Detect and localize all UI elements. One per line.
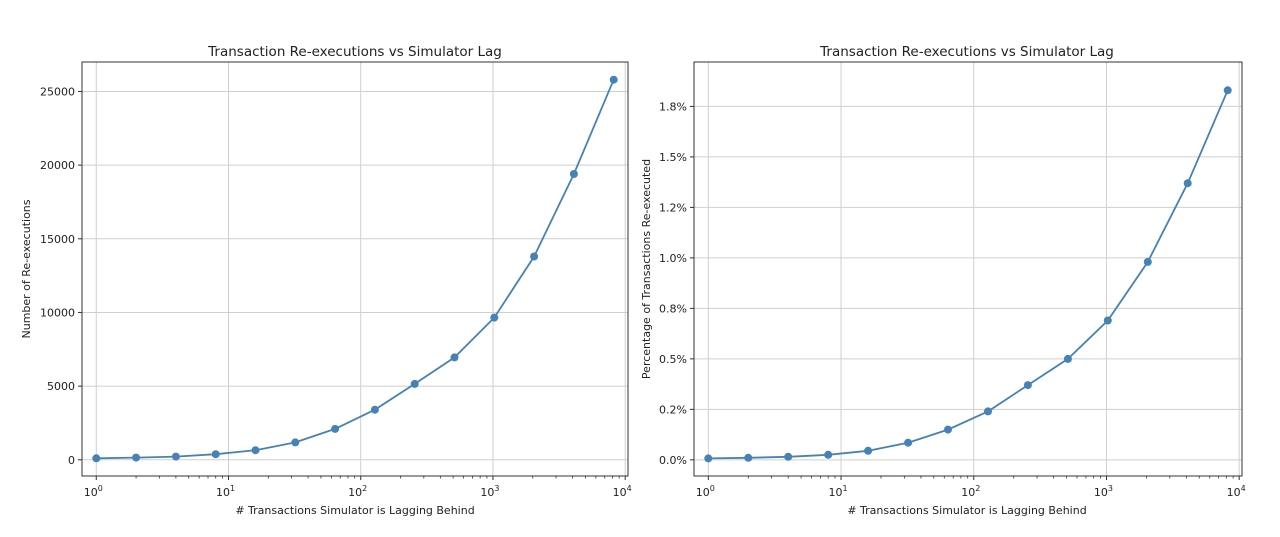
data-point [132,453,141,462]
x-tick-label-exponent: 4 [627,484,632,493]
x-tick-label-base: 10 [480,486,494,499]
x-tick-label: 104 [613,484,632,499]
x-tick-label-exponent: 4 [1241,484,1246,493]
data-point [609,75,618,84]
y-tick-label: 5000 [47,380,75,393]
data-point [92,454,101,463]
x-tick-label: 104 [1227,484,1246,499]
x-axis-label: # Transactions Simulator is Lagging Behi… [235,504,474,517]
y-tick-label: 0.5% [659,353,687,366]
y-tick-label: 1.5% [659,151,687,164]
data-point [744,453,753,462]
data-point [1143,257,1152,266]
x-tick-label-exponent: 2 [362,484,367,493]
data-point [331,424,340,433]
y-tick-label: 1.0% [659,252,687,265]
x-tick-label-exponent: 1 [230,484,235,493]
data-point [569,170,578,178]
x-tick-label: 100 [696,484,715,499]
y-axis: 0.0% 0.2% 0.5% 0.8% 1.0% 1.2% 1.5% 1.8% [659,100,694,467]
x-tick-label-exponent: 2 [975,484,980,493]
series-line [708,89,1229,460]
y-tick-label: 0.0% [659,454,687,467]
x-tick-label: 103 [480,484,499,499]
series-points [704,86,1232,463]
chart-re-executions: Transaction Re-executions vs Simulator L… [20,44,632,517]
y-tick-label: 1.8% [659,100,687,113]
data-point [784,452,793,461]
chart-title: Transaction Re-executions vs Simulator L… [207,44,502,60]
data-point [450,353,459,362]
x-tick-label-base: 10 [84,486,98,499]
y-axis-label: Percentage of Transactions Re-executed [640,159,653,379]
x-tick-label-exponent: 1 [842,484,847,493]
chart-title: Transaction Re-executions vs Simulator L… [819,44,1114,60]
grid [82,62,628,476]
x-tick-label-base: 10 [1227,486,1241,499]
plot-frame [81,61,629,477]
x-tick-label-base: 10 [1094,486,1108,499]
data-point [1023,381,1032,390]
data-point [944,425,952,434]
x-axis: 100 101 102 103 104 [84,476,632,499]
plot-frame [693,61,1243,477]
x-tick-label: 100 [84,484,103,499]
x-tick-label-base: 10 [961,486,975,499]
x-tick-label-base: 10 [613,486,627,499]
data-point [824,450,833,459]
x-tick-label: 102 [961,484,980,499]
data-point [1103,316,1112,325]
x-tick-label: 102 [348,484,367,499]
chart-percentage-re-executed: Transaction Re-executions vs Simulator L… [640,44,1246,517]
data-point [251,446,260,455]
x-tick-label-base: 10 [348,486,362,499]
data-point [1063,354,1072,363]
data-point [984,407,992,416]
data-point [864,446,873,455]
data-point [904,438,913,447]
x-tick-label-exponent: 3 [1108,484,1113,493]
y-tick-label: 25000 [40,85,75,98]
series-points [92,75,618,463]
data-point [291,438,300,447]
x-axis: 100 101 102 103 104 [696,476,1246,499]
data-point [211,450,220,459]
x-tick-label-base: 10 [216,486,230,499]
data-point [704,454,713,463]
x-tick-label: 101 [828,484,847,499]
y-tick-label: 0 [68,454,75,467]
y-tick-label: 15000 [40,233,75,246]
x-tick-label: 101 [216,484,235,499]
data-point [490,313,499,322]
grid [694,62,1242,476]
x-tick-label-base: 10 [696,486,710,499]
y-axis-label: Number of Re-executions [20,199,33,338]
data-point [370,405,379,414]
x-tick-label: 103 [1094,484,1113,499]
x-tick-label-exponent: 3 [494,484,499,493]
x-axis-label: # Transactions Simulator is Lagging Behi… [847,504,1086,517]
x-tick-label-exponent: 0 [710,484,715,493]
series-line [96,79,615,460]
y-tick-label: 0.8% [659,302,687,315]
x-tick-label-base: 10 [828,486,842,499]
y-tick-label: 0.2% [659,403,687,416]
data-point [171,452,180,461]
y-tick-label: 20000 [40,159,75,172]
y-tick-label: 10000 [40,306,75,319]
data-point [530,252,539,261]
y-axis: 0 5000 10000 15000 20000 25000 [40,85,82,467]
data-point [1223,86,1232,95]
y-tick-label: 1.2% [659,201,687,214]
data-point [410,379,419,388]
x-tick-label-exponent: 0 [98,484,103,493]
data-point [1183,179,1192,188]
